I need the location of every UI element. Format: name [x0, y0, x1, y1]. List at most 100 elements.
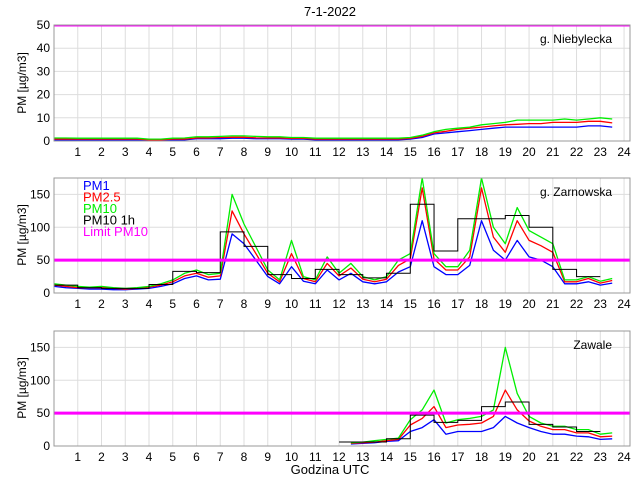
legend-entry: PM2.5 — [83, 190, 121, 205]
x-tick-label: 9 — [264, 297, 271, 311]
x-tick-label: 7 — [217, 297, 224, 311]
x-tick-label: 16 — [427, 145, 441, 159]
x-tick-label: 12 — [332, 145, 346, 159]
series-line-pm10-1h — [54, 203, 601, 289]
station-label: g. Zarnowska — [540, 185, 612, 199]
x-tick-label: 22 — [570, 297, 584, 311]
x-tick-label: 5 — [169, 297, 176, 311]
y-tick-label: 20 — [37, 88, 51, 102]
x-tick-label: 11 — [309, 297, 322, 311]
x-tick-label: 7 — [217, 450, 224, 464]
axes-box — [53, 24, 631, 142]
y-axis-label-zarnowska: PM [µg/m3] — [15, 204, 29, 266]
x-tick-label: 24 — [617, 145, 631, 159]
x-tick-label: 20 — [522, 145, 536, 159]
y-tick-label: 50 — [37, 253, 51, 267]
x-tick-label: 6 — [193, 450, 200, 464]
x-tick-label: 23 — [594, 145, 608, 159]
x-tick-label: 4 — [146, 297, 153, 311]
x-tick-label: 2 — [98, 450, 105, 464]
x-tick-label: 16 — [427, 450, 441, 464]
x-tick-label: 21 — [546, 145, 560, 159]
y-tick-label: 10 — [37, 111, 51, 125]
station-label: g. Niebylecka — [540, 32, 612, 46]
x-tick-label: 2 — [98, 297, 105, 311]
x-tick-label: 1 — [74, 450, 81, 464]
x-tick-label: 20 — [522, 450, 536, 464]
x-tick-label: 18 — [475, 450, 489, 464]
x-tick-label: 1 — [74, 297, 81, 311]
x-tick-label: 15 — [404, 450, 418, 464]
subplot-0: 1 2 3 4 5 6 7 8 9 10 11 12 13 14 15 16 17 18 19 20 21 22 23 240… — [37, 18, 631, 159]
y-tick-label: 0 — [43, 439, 50, 453]
x-tick-label: 7 — [217, 145, 224, 159]
x-tick-label: 8 — [241, 297, 248, 311]
x-tick-label: 16 — [427, 297, 441, 311]
x-tick-label: 5 — [169, 145, 176, 159]
legend-entry: PM10 1h — [83, 213, 135, 228]
x-tick-label: 5 — [169, 450, 176, 464]
x-tick-label: 4 — [146, 450, 153, 464]
x-tick-label: 3 — [122, 297, 129, 311]
x-tick-label: 13 — [356, 297, 370, 311]
x-tick-label: 12 — [332, 450, 346, 464]
x-tick-label: 1 — [74, 145, 81, 159]
y-tick-label: 100 — [30, 373, 50, 387]
legend-entry: PM1 — [83, 178, 110, 193]
x-tick-label: 22 — [570, 145, 584, 159]
axes-box — [53, 177, 631, 294]
y-tick-label: 30 — [37, 64, 51, 78]
x-axis-label: Godzina UTC — [291, 462, 370, 477]
series-line-pm10 — [54, 178, 613, 290]
x-tick-label: 3 — [122, 145, 129, 159]
x-tick-label: 18 — [475, 297, 489, 311]
axes-box — [53, 330, 631, 447]
x-tick-label: 17 — [451, 450, 465, 464]
y-axis-label-zawale: PM [µg/m3] — [15, 357, 29, 419]
x-tick-label: 20 — [522, 297, 536, 311]
y-tick-label: 50 — [37, 18, 51, 32]
x-tick-label: 10 — [285, 297, 299, 311]
x-tick-label: 21 — [546, 450, 560, 464]
x-tick-label: 14 — [380, 297, 394, 311]
y-tick-label: 100 — [30, 220, 50, 234]
y-axis-label-niebylecka: PM [µg/m3] — [15, 52, 29, 114]
x-tick-label: 12 — [332, 297, 346, 311]
x-tick-label: 6 — [193, 297, 200, 311]
y-tick-label: 0 — [43, 286, 50, 300]
plot-area — [54, 178, 630, 291]
legend-entry: Limit PM10 — [83, 224, 148, 239]
x-tick-label: 14 — [380, 145, 394, 159]
x-tick-label: 21 — [546, 297, 560, 311]
x-tick-label: 19 — [499, 450, 513, 464]
x-tick-label: 13 — [356, 450, 370, 464]
legend-entry: PM10 — [83, 201, 117, 216]
series-line-pm10-1h — [339, 401, 601, 443]
plot-area — [54, 25, 630, 141]
series-line-pm25 — [350, 389, 613, 445]
y-tick-label: 40 — [37, 41, 51, 55]
x-tick-label: 23 — [594, 297, 608, 311]
series-line-pm10 — [54, 117, 613, 140]
plot-area — [54, 346, 630, 445]
x-tick-label: 3 — [122, 450, 129, 464]
x-tick-label: 9 — [264, 450, 271, 464]
series-line-pm1 — [350, 415, 613, 445]
x-tick-label: 8 — [241, 450, 248, 464]
x-tick-label: 10 — [285, 145, 299, 159]
x-tick-label: 19 — [499, 297, 513, 311]
y-tick-label: 0 — [43, 134, 50, 148]
x-tick-label: 11 — [309, 145, 322, 159]
y-tick-label: 150 — [30, 187, 50, 201]
x-tick-label: 19 — [499, 145, 513, 159]
y-tick-label: 50 — [37, 406, 51, 420]
x-tick-label: 18 — [475, 145, 489, 159]
x-tick-label: 2 — [98, 145, 105, 159]
x-tick-label: 23 — [594, 450, 608, 464]
x-tick-label: 22 — [570, 450, 584, 464]
subplot-2: 1 2 3 4 5 6 7 8 9 10 11 12 13 14 15 16 17 18 19 20 21 22 23 240… — [30, 330, 631, 464]
station-label: Zawale — [573, 338, 612, 352]
x-tick-label: 11 — [309, 450, 322, 464]
x-tick-label: 13 — [356, 145, 370, 159]
